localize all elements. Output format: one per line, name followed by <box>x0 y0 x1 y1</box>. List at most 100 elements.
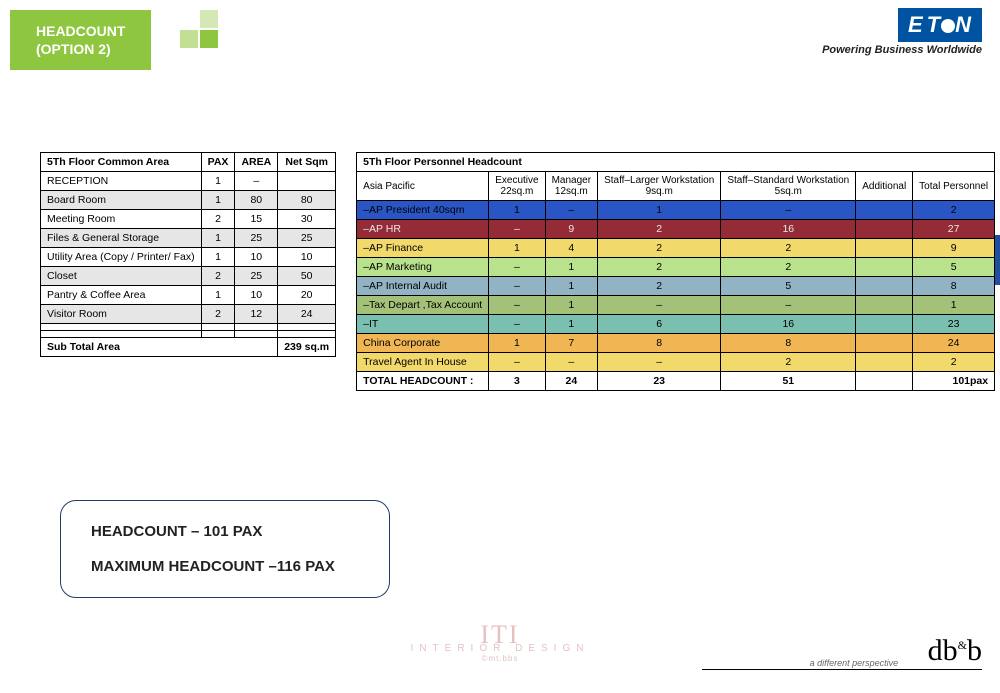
t2-tot-5: 101pax <box>913 372 995 391</box>
cell-v2: – <box>598 353 721 372</box>
table-row: Travel Agent In House–––22 <box>357 353 995 372</box>
cell-name: –AP Internal Audit <box>357 277 489 296</box>
cell-name: Visitor Room <box>41 305 202 324</box>
cell-v3: 2 <box>721 239 856 258</box>
slide-title: HEADCOUNT (OPTION 2) <box>10 10 151 70</box>
cell-pax: 1 <box>201 172 235 191</box>
t2-c5: Total Personnel <box>913 172 995 201</box>
cell-v2: 8 <box>598 334 721 353</box>
cell-v0: 1 <box>489 239 545 258</box>
watermark-icon: ITI <box>411 627 590 643</box>
t2-c4: Additional <box>856 172 913 201</box>
cell-pax: 2 <box>201 210 235 229</box>
cell-pax <box>201 324 235 331</box>
cell-area <box>235 331 278 338</box>
t1-col-pax: PAX <box>201 153 235 172</box>
t1-col-area: AREA <box>235 153 278 172</box>
t1-col-net: Net Sqm <box>278 153 336 172</box>
t2-tot-4 <box>856 372 913 391</box>
cell-pax: 2 <box>201 267 235 286</box>
table-row: RECEPTION1– <box>41 172 336 191</box>
cell-v0: 1 <box>489 334 545 353</box>
summary-box: HEADCOUNT – 101 PAX MAXIMUM HEADCOUNT –1… <box>60 500 390 598</box>
cell-net: 30 <box>278 210 336 229</box>
t2-title: 5Th Floor Personnel Headcount <box>357 153 995 172</box>
title-line2: (OPTION 2) <box>36 40 125 58</box>
t2-c0: Executive22sq.m <box>489 172 545 201</box>
cell-net: 24 <box>278 305 336 324</box>
cell-v5: 2 <box>913 353 995 372</box>
table-row: –AP Finance14229 <box>357 239 995 258</box>
watermark-sub: ©mt.bbs <box>411 654 590 663</box>
t1-title: 5Th Floor Common Area <box>41 153 202 172</box>
cell-net: 20 <box>278 286 336 305</box>
cell-name: –AP President 40sqm <box>357 201 489 220</box>
cell-v5: 5 <box>913 258 995 277</box>
cell-v1: 4 <box>545 239 597 258</box>
cell-v4 <box>856 353 913 372</box>
footer-line <box>702 669 982 670</box>
t2-tot-2: 23 <box>598 372 721 391</box>
cell-pax: 2 <box>201 305 235 324</box>
cell-pax: 1 <box>201 286 235 305</box>
table-row: Meeting Room21530 <box>41 210 336 229</box>
cell-v5: 1 <box>913 296 995 315</box>
table-row: –Tax Depart ,Tax Account–1––1 <box>357 296 995 315</box>
cell-v2: – <box>598 296 721 315</box>
cell-v2: 2 <box>598 258 721 277</box>
cell-v5: 8 <box>913 277 995 296</box>
table-row: Closet22550 <box>41 267 336 286</box>
cell-name <box>41 331 202 338</box>
cell-area <box>235 324 278 331</box>
cell-v3: 8 <box>721 334 856 353</box>
cell-v3: 16 <box>721 220 856 239</box>
decorative-squares <box>180 10 222 60</box>
summary-line2: MAXIMUM HEADCOUNT –116 PAX <box>91 558 359 575</box>
cell-area: 10 <box>235 248 278 267</box>
t2-c1: Manager12sq.m <box>545 172 597 201</box>
cell-net <box>278 331 336 338</box>
cell-name: RECEPTION <box>41 172 202 191</box>
cell-area: 25 <box>235 267 278 286</box>
cell-area: 12 <box>235 305 278 324</box>
table-row: Files & General Storage12525 <box>41 229 336 248</box>
cell-v1: – <box>545 353 597 372</box>
cell-v3: 16 <box>721 315 856 334</box>
cell-name: –IT <box>357 315 489 334</box>
watermark: ITI INTERIOR DESIGN ©mt.bbs <box>411 627 590 663</box>
cell-v1: 1 <box>545 277 597 296</box>
t2-tot-3: 51 <box>721 372 856 391</box>
eaton-wordmark: ETN <box>898 8 982 42</box>
cell-v3: 2 <box>721 353 856 372</box>
cell-v3: 2 <box>721 258 856 277</box>
cell-v2: 6 <box>598 315 721 334</box>
cell-name: Board Room <box>41 191 202 210</box>
cell-net: 80 <box>278 191 336 210</box>
cell-name: Files & General Storage <box>41 229 202 248</box>
cell-v4 <box>856 315 913 334</box>
cell-v4 <box>856 277 913 296</box>
cell-v1: 9 <box>545 220 597 239</box>
table-row: –AP HR–921627 <box>357 220 995 239</box>
cell-name: –AP Marketing <box>357 258 489 277</box>
cell-net: 50 <box>278 267 336 286</box>
cell-v0: – <box>489 277 545 296</box>
cell-v4 <box>856 239 913 258</box>
t2-c3: Staff–Standard Workstation5sq.m <box>721 172 856 201</box>
cell-name: –Tax Depart ,Tax Account <box>357 296 489 315</box>
cell-name: –AP HR <box>357 220 489 239</box>
tables-container: 5Th Floor Common Area PAX AREA Net Sqm R… <box>40 152 982 391</box>
table-row: –IT–161623 <box>357 315 995 334</box>
cell-v5: 24 <box>913 334 995 353</box>
t2-region: Asia Pacific <box>357 172 489 201</box>
cell-v2: 2 <box>598 277 721 296</box>
table-row: –AP Internal Audit–1258 <box>357 277 995 296</box>
cell-pax: 1 <box>201 248 235 267</box>
cell-area: 80 <box>235 191 278 210</box>
cell-v1: 7 <box>545 334 597 353</box>
table-row: Board Room18080 <box>41 191 336 210</box>
cell-v1: 1 <box>545 258 597 277</box>
headcount-table: 5Th Floor Personnel Headcount Asia Pacif… <box>356 152 995 391</box>
cell-net <box>278 172 336 191</box>
cell-v4 <box>856 258 913 277</box>
